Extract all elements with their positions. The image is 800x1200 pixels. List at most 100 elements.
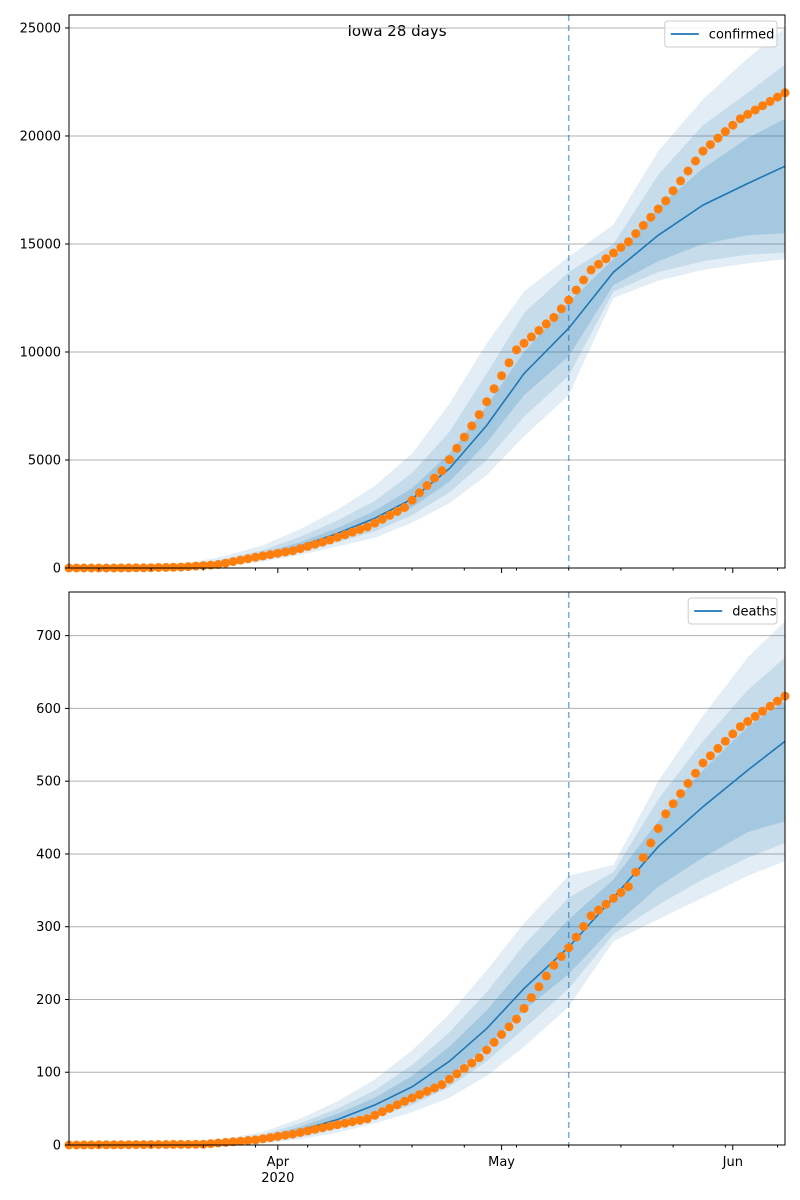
observed-point xyxy=(221,558,231,568)
observed-point xyxy=(594,905,603,915)
observed-point xyxy=(467,421,477,431)
observed-point xyxy=(251,552,260,562)
observed-point xyxy=(318,1123,328,1133)
observed-point xyxy=(176,1139,186,1149)
observed-point xyxy=(765,96,775,106)
observed-point xyxy=(534,982,544,992)
observed-point xyxy=(430,1083,439,1093)
observed-point xyxy=(310,1124,320,1134)
observed-point xyxy=(377,514,387,524)
observed-point xyxy=(512,345,521,355)
observed-point xyxy=(556,952,566,961)
y-tick-label: 15000 xyxy=(20,237,61,252)
legend-box xyxy=(687,597,778,625)
observed-point xyxy=(325,1121,335,1131)
observed-point xyxy=(377,1107,387,1117)
observed-point xyxy=(444,1074,454,1084)
y-tick-label: 500 xyxy=(36,775,61,790)
observed-point xyxy=(370,1110,380,1120)
observed-point xyxy=(676,176,686,186)
observed-point xyxy=(251,1135,260,1145)
observed-point xyxy=(288,546,298,556)
observed-point xyxy=(280,1130,290,1140)
observed-point xyxy=(743,717,753,726)
observed-point xyxy=(489,384,499,394)
observed-point xyxy=(400,503,410,512)
observed-point xyxy=(385,510,395,520)
axes-frame xyxy=(68,591,786,1146)
observed-point xyxy=(571,285,581,295)
observed-point xyxy=(526,993,536,1003)
observed-point xyxy=(579,275,589,285)
observed-point xyxy=(549,312,559,322)
observed-point xyxy=(452,1069,462,1079)
observed-point xyxy=(243,554,253,564)
observed-point xyxy=(683,166,693,176)
observed-point xyxy=(743,109,753,119)
observed-point xyxy=(362,1114,372,1124)
observed-point xyxy=(646,212,656,222)
observed-point xyxy=(280,547,290,557)
observed-point xyxy=(653,824,663,833)
observed-point xyxy=(161,562,171,572)
observed-point xyxy=(444,455,454,465)
observed-point xyxy=(698,758,708,768)
observed-point xyxy=(325,535,335,545)
observed-point xyxy=(228,1137,238,1147)
observed-point xyxy=(549,960,559,970)
observed-point xyxy=(489,1037,499,1047)
observed-point xyxy=(661,809,671,819)
observed-point xyxy=(273,548,283,558)
observed-point xyxy=(400,1096,410,1106)
observed-point xyxy=(459,432,469,442)
observed-point xyxy=(653,204,663,214)
observed-point xyxy=(236,1136,245,1146)
observed-point xyxy=(206,560,216,570)
observed-point xyxy=(601,899,611,909)
y-tick-label: 0 xyxy=(53,1139,61,1154)
observed-point xyxy=(347,1117,357,1127)
observed-point xyxy=(415,1090,424,1100)
observed-point xyxy=(504,358,514,368)
y-tick-label: 5000 xyxy=(28,453,61,468)
axes-frame xyxy=(68,14,786,569)
y-tick-label: 20000 xyxy=(20,129,61,144)
observed-point xyxy=(467,1058,477,1068)
uncertainty-band-50 xyxy=(69,118,785,568)
observed-point xyxy=(370,518,380,528)
observed-point xyxy=(183,562,193,572)
observed-point xyxy=(407,495,417,505)
y-tick-label: 700 xyxy=(36,629,61,644)
observed-point xyxy=(265,1133,275,1143)
observed-point xyxy=(698,146,708,156)
y-tick-label: 600 xyxy=(36,702,61,717)
observed-point xyxy=(228,557,238,567)
observed-point xyxy=(392,1100,402,1110)
observed-point xyxy=(191,1139,201,1149)
observed-point xyxy=(720,736,730,746)
observed-point xyxy=(735,114,745,124)
observed-point xyxy=(519,338,529,348)
observed-point xyxy=(362,522,372,532)
observed-point xyxy=(482,397,492,407)
observed-point xyxy=(347,527,357,537)
observed-point xyxy=(437,1080,447,1090)
observed-point xyxy=(691,768,700,778)
observed-point xyxy=(758,706,768,716)
observed-point xyxy=(705,140,715,150)
observed-point xyxy=(571,932,581,942)
observed-point xyxy=(541,319,551,329)
observed-point xyxy=(594,259,603,269)
observed-point xyxy=(519,1003,529,1013)
observed-point xyxy=(213,560,223,569)
y-tick-label: 0 xyxy=(53,562,61,577)
observed-point xyxy=(497,1030,507,1039)
x-tick-label: Jun xyxy=(722,1155,743,1170)
observed-point xyxy=(168,1139,178,1149)
y-tick-label: 400 xyxy=(36,847,61,862)
observed-point xyxy=(504,1022,514,1032)
observed-point xyxy=(676,789,686,799)
observed-point xyxy=(713,133,723,143)
